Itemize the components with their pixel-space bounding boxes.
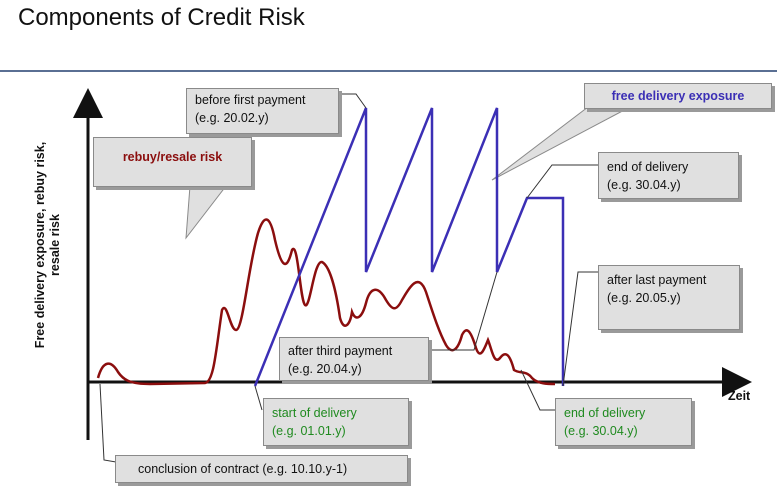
start-of-delivery-date: (e.g. 01.01.y) xyxy=(272,424,346,438)
after-last-payment-date: (e.g. 20.05.y) xyxy=(607,291,681,305)
callout-free-delivery-exposure: free delivery exposure xyxy=(584,83,772,109)
free-delivery-exposure-label: free delivery exposure xyxy=(611,89,745,103)
y-axis-label-line2: resale risk xyxy=(48,214,62,276)
callout-tail-rebuy xyxy=(185,185,228,240)
start-of-delivery-label: start of delivery xyxy=(272,406,357,420)
connector-after-last-payment xyxy=(562,271,599,387)
end-of-delivery-top-label: end of delivery xyxy=(607,160,689,174)
page-title: Components of Credit Risk xyxy=(18,4,305,31)
rebuy-resale-risk-line xyxy=(96,218,556,386)
end-of-delivery-top-date: (e.g. 30.04.y) xyxy=(607,178,681,192)
callout-conclusion-of-contract: conclusion of contract (e.g. 10.10.y-1) xyxy=(115,455,408,483)
callout-start-of-delivery: start of delivery (e.g. 01.01.y) xyxy=(263,398,409,446)
before-first-payment-label: before first payment xyxy=(195,93,306,107)
y-axis-label-line1: Free delivery exposure, rebuy risk, xyxy=(33,141,47,349)
callout-end-of-delivery-top: end of delivery (e.g. 30.04.y) xyxy=(598,152,739,199)
before-first-payment-date: (e.g. 20.02.y) xyxy=(195,111,269,125)
connector-end-of-delivery-bottom xyxy=(520,369,556,411)
connector-before-first-payment xyxy=(339,93,367,109)
title-divider xyxy=(0,70,777,72)
connector-after-third-payment xyxy=(430,271,498,351)
callout-rebuy-resale-risk: rebuy/resale risk xyxy=(93,137,252,187)
after-third-payment-label: after third payment xyxy=(288,344,393,358)
x-axis-label: Zeit xyxy=(728,389,751,403)
connector-end-of-delivery-top xyxy=(526,164,599,199)
callout-after-last-payment: after last payment (e.g. 20.05.y) xyxy=(598,265,740,330)
callout-before-first-payment: before first payment (e.g. 20.02.y) xyxy=(186,88,339,134)
end-of-delivery-bottom-date: (e.g. 30.04.y) xyxy=(564,424,638,438)
connector-conclusion-of-contract xyxy=(99,383,117,463)
callout-after-third-payment: after third payment (e.g. 20.04.y) xyxy=(279,337,429,381)
end-of-delivery-bottom-label: end of delivery xyxy=(564,406,646,420)
free-delivery-exposure-line xyxy=(253,107,565,387)
after-third-payment-date: (e.g. 20.04.y) xyxy=(288,362,362,376)
rebuy-resale-risk-label: rebuy/resale risk xyxy=(122,150,223,164)
after-last-payment-label: after last payment xyxy=(607,273,707,287)
y-axis-label: Free delivery exposure, rebuy risk, resa… xyxy=(33,115,63,375)
connector-start-of-delivery xyxy=(254,385,263,411)
callout-end-of-delivery-bottom: end of delivery (e.g. 30.04.y) xyxy=(555,398,692,446)
conclusion-of-contract-label: conclusion of contract (e.g. 10.10.y-1) xyxy=(138,462,348,476)
